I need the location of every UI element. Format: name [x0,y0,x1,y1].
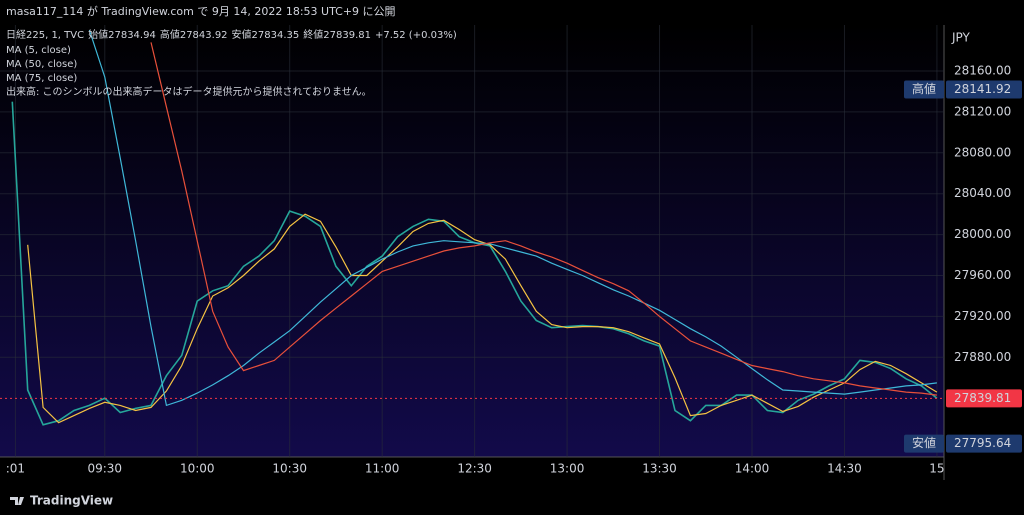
x-tick-label: 10:00 [180,462,215,476]
legend-entry: MA (50, close) [6,59,77,70]
series-line [88,29,937,407]
x-tick-label: 15 [929,462,944,476]
y-tick-label: 28000.00 [954,227,1011,241]
plot [0,25,944,457]
price-badge-label-bg [904,80,944,99]
footer-brand: TradingView [30,494,113,508]
header-text: 終値 [303,28,323,41]
header-text: 27834.94 [108,30,156,41]
header-text: 27839.81 [323,30,371,41]
header-text: 27843.92 [180,30,228,41]
header-text: 安値 [232,28,252,41]
overlay: 日経225, 1, TVC 始値 27834.94 高値 27843.92 安値 27834… [6,28,1022,476]
price-badge-label: 安値 [912,435,936,450]
header-text: 日経225, 1, TVC [6,28,84,41]
legend-entry: MA (75, close) [6,73,77,84]
x-tick-label: 13:30 [642,462,677,476]
y-tick-label: 28160.00 [954,64,1011,78]
price-badge-label-bg [904,434,944,453]
price-badge [946,389,1022,408]
x-tick-label: 11:00 [365,462,400,476]
header-text: 高値 [160,28,180,41]
volume-note: 出来高: このシンボルの出来高データはデータ提供元から提供されておりません。 [6,85,372,98]
x-tick-label: 13:00 [550,462,585,476]
price-badge [946,80,1022,99]
y-tick-label: 27880.00 [954,350,1011,364]
y-tick-label: 28040.00 [954,186,1011,200]
y-tick-label: 27960.00 [954,268,1011,282]
x-tick-label: 12:30 [457,462,492,476]
logo-icon [10,497,24,505]
header-text: +7.52 (+0.03%) [375,30,457,41]
x-tick-label: :01 [6,462,25,476]
header-text: 始値 [88,28,108,41]
y-tick-label: 27920.00 [954,309,1011,323]
x-tick-label: 14:00 [735,462,770,476]
series-line [27,213,938,424]
price-badge-value: 28141.92 [954,82,1011,96]
legend-entry: MA (5, close) [6,45,71,56]
price-badge-label: 高値 [912,81,936,96]
topbar-text: masa117_114 が TradingView.com で 9月 14, 2… [6,4,396,18]
price-badge [946,434,1022,453]
y-tick-label: 28120.00 [954,104,1011,118]
price-badge-value: 27839.81 [954,391,1011,405]
y-tick-label: 28080.00 [954,145,1011,159]
header-text: 27834.35 [252,30,300,41]
currency: JPY [951,31,971,45]
x-tick-label: 09:30 [87,462,122,476]
price-badge-value: 27795.64 [954,436,1011,450]
series-line [150,42,937,396]
x-tick-label: 10:30 [272,462,307,476]
x-tick-label: 14:30 [827,462,862,476]
